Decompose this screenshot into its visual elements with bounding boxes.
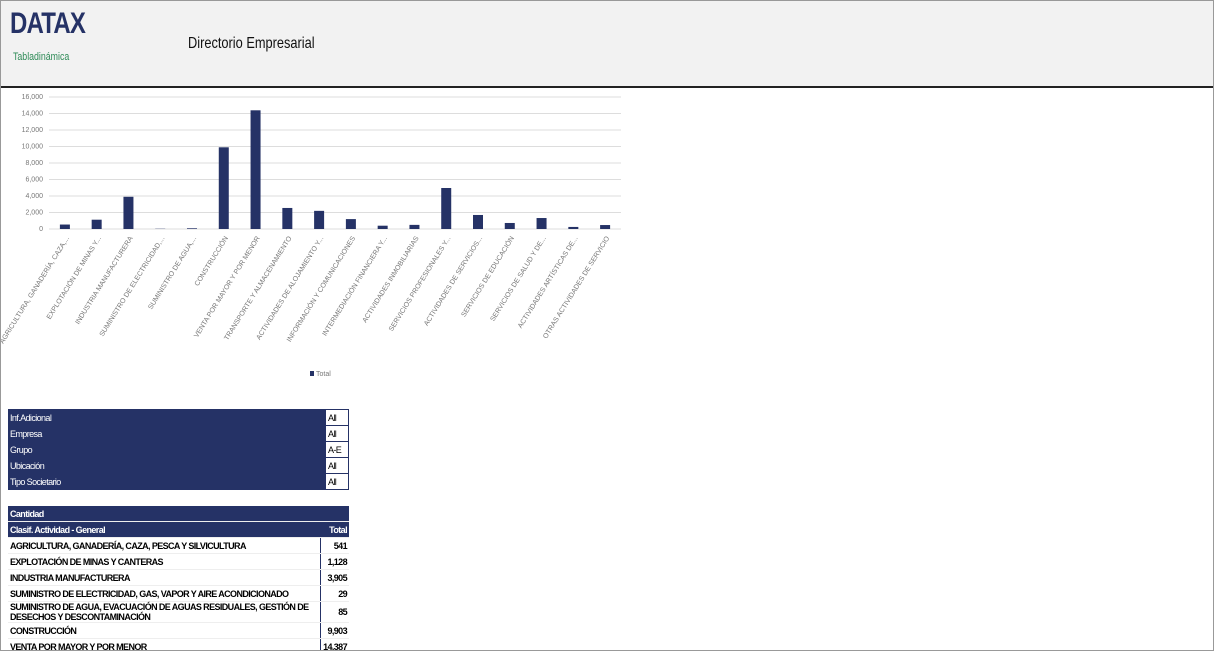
filter-label: Empresa — [10, 428, 42, 439]
row-label[interactable]: EXPLOTACIÓN DE MINAS Y CANTERAS — [8, 553, 321, 570]
filter-value[interactable]: A-E — [325, 441, 349, 458]
row-header[interactable]: Clasif. Actividad - General — [8, 521, 321, 538]
filter-row: Ubicación All — [8, 457, 349, 474]
filter-value[interactable]: All — [325, 425, 349, 442]
filter-value[interactable]: All — [325, 409, 349, 426]
x-tick-label: ACTIVIDADES ARTÍSTICAS DE... — [515, 234, 579, 329]
row-label[interactable]: CONSTRUCCIÓN — [8, 622, 321, 639]
y-tick-label: 2,000 — [25, 209, 43, 216]
bar — [377, 225, 388, 229]
pivot-row: SUMINISTRO DE AGUA, EVACUACIÓN DE AGUAS … — [8, 601, 349, 623]
filter-label: Ubicación — [10, 460, 45, 471]
header: DATAX Tabladinámica Directorio Empresari… — [1, 1, 1213, 88]
row-label[interactable]: INDUSTRIA MANUFACTURERA — [8, 569, 321, 586]
chart: 0 2,000 4,000 6,000 8,000 10,000 12,000 14,000 1… — [1, 94, 621, 378]
pivot-row: CONSTRUCCIÓN 9,903 — [8, 622, 349, 639]
filter-value[interactable]: All — [325, 473, 349, 490]
bar — [123, 196, 134, 229]
bar — [536, 218, 547, 229]
y-tick-label: 14,000 — [22, 110, 44, 117]
y-tick-label: 6,000 — [25, 176, 43, 183]
pivot-row: INDUSTRIA MANUFACTURERA 3,905 — [8, 569, 349, 586]
total-header: Total — [320, 521, 349, 538]
row-label[interactable]: VENTA POR MAYOR Y POR MENOR — [8, 638, 321, 650]
bar — [409, 224, 420, 229]
row-label[interactable]: SUMINISTRO DE ELECTRICIDAD, GAS, VAPOR Y… — [8, 585, 321, 602]
x-tick-label: INDUSTRIA MANUFACTURERA — [75, 235, 135, 326]
x-tick-label: EXPLOTACIÓN DE MINAS Y... — [44, 234, 103, 321]
y-tick-label: 10,000 — [22, 143, 44, 150]
pivot-row: SUMINISTRO DE ELECTRICIDAD, GAS, VAPOR Y… — [8, 585, 349, 602]
bar — [91, 219, 102, 229]
row-total: 541 — [320, 537, 349, 554]
row-total: 9,903 — [320, 622, 349, 639]
x-tick-label: SERVICIOS DE EDUCACIÓN — [459, 234, 516, 318]
legend-swatch — [310, 371, 314, 376]
bar — [568, 226, 579, 229]
page-title: Directorio Empresarial — [188, 35, 315, 52]
x-tick-label: ACTIVIDADES DE SERVICIOS... — [423, 235, 484, 327]
x-tick-label: CONSTRUCCIÓN — [192, 234, 230, 287]
y-tick-label: 16,000 — [22, 94, 44, 101]
filter-label: Tipo Societario — [10, 476, 61, 487]
filter-table: Inf.Adicional All Empresa All Grupo A-E Ubicac… — [8, 409, 349, 490]
logo: DATAX — [10, 7, 86, 40]
bar — [345, 219, 356, 229]
row-total: 3,905 — [320, 569, 349, 586]
bar — [441, 187, 452, 229]
bar — [600, 225, 611, 229]
row-total: 1,128 — [320, 553, 349, 570]
legend-label: Total — [316, 371, 331, 378]
y-tick-label: 8,000 — [25, 160, 43, 167]
row-total: 29 — [320, 585, 349, 602]
y-tick-label: 4,000 — [25, 193, 43, 200]
bar — [473, 214, 483, 229]
bar — [504, 222, 515, 229]
bar — [282, 207, 293, 229]
x-tick-label: SERVICIOS PROFESIONALES Y... — [388, 235, 453, 332]
bar — [59, 224, 70, 229]
pivot-table: Cantidad Clasif. Actividad - General Tota… — [8, 506, 349, 650]
y-tick-label: 0 — [39, 226, 43, 233]
bar — [187, 228, 197, 229]
x-tick-label: INFORMACIÓN Y COMUNICACIONES — [284, 234, 357, 343]
y-tick-label: 12,000 — [22, 127, 44, 134]
row-label[interactable]: SUMINISTRO DE AGUA, EVACUACIÓN DE AGUAS … — [8, 601, 321, 623]
bar — [218, 147, 229, 229]
row-total: 85 — [320, 601, 349, 623]
x-tick-label: VENTA POR MAYOR Y POR MENOR — [193, 235, 262, 339]
x-tick-label: AGRICULTURA, GANADERÍA, CAZA,... — [1, 234, 71, 345]
row-label[interactable]: AGRICULTURA, GANADERÍA, CAZA, PESCA Y SI… — [8, 537, 321, 554]
pivot-row: AGRICULTURA, GANADERÍA, CAZA, PESCA Y SI… — [8, 537, 349, 554]
x-tick-label: SERVICIOS DE SALUD Y DE... — [490, 235, 548, 323]
x-tick-label: SUMINISTRO DE ELECTRICIDAD,... — [99, 235, 167, 338]
sublogo: Tabladinámica — [13, 51, 70, 63]
row-total: 14,387 — [320, 638, 349, 650]
pivot-row: EXPLOTACIÓN DE MINAS Y CANTERAS 1,128 — [8, 553, 349, 570]
pivot-row: VENTA POR MAYOR Y POR MENOR 14,387 — [8, 638, 349, 650]
filter-row: Grupo A-E — [8, 441, 349, 458]
x-tick-label: OTRAS ACTIVIDADES DE SERVICIO — [542, 235, 611, 340]
x-tick-label: ACTIVIDADES DE ALOJAMIENTO Y... — [256, 235, 326, 341]
filter-label: Inf.Adicional — [10, 412, 52, 423]
filter-row: Tipo Societario All — [8, 473, 349, 490]
x-tick-label: TRANSPORTE Y ALMACENAMIENTO — [223, 235, 293, 342]
filter-label: Grupo — [10, 444, 33, 455]
measure-header: Cantidad — [8, 506, 321, 522]
filter-row: Empresa All — [8, 425, 349, 442]
bar — [314, 210, 325, 229]
x-tick-label: INTERMEDIACIÓN FINANCIERA Y... — [320, 234, 389, 337]
filter-value[interactable]: All — [325, 457, 349, 474]
x-tick-label: ACTIVIDADES INMOBILIARIAS — [362, 235, 421, 324]
filter-row: Inf.Adicional All — [8, 409, 349, 426]
bar — [250, 110, 261, 229]
